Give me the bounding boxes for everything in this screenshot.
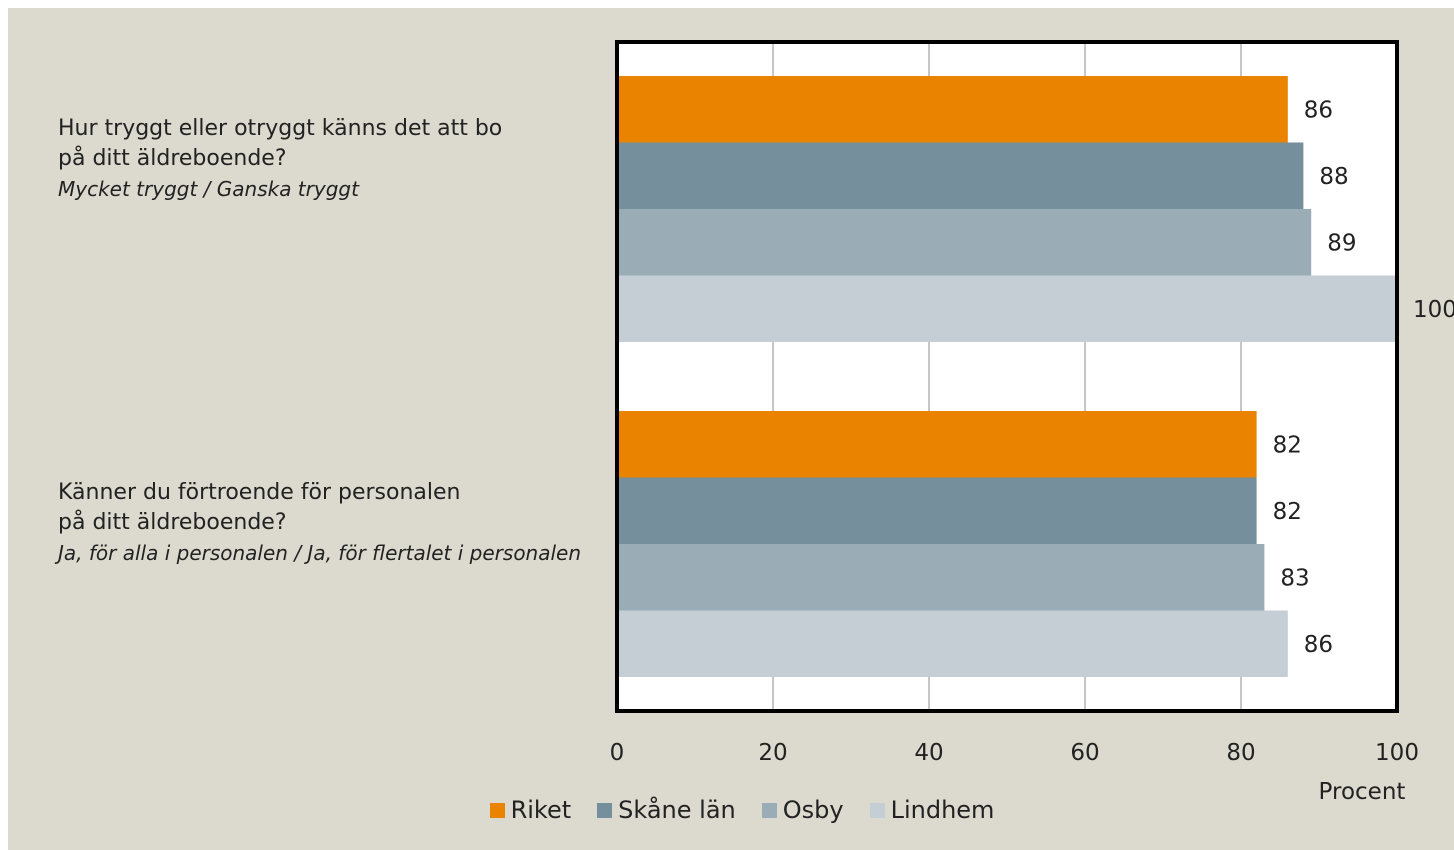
data-label-riket-1: 86 xyxy=(1304,97,1333,123)
data-label-osby-1: 89 xyxy=(1327,230,1356,256)
bar-riket-1 xyxy=(617,76,1288,143)
x-tick-label-40: 40 xyxy=(914,740,943,766)
x-tick-label-0: 0 xyxy=(610,740,625,766)
bar-osby-1 xyxy=(617,209,1312,276)
plot-border xyxy=(615,40,1399,713)
category-label-2: Känner du förtroende för personalen på d… xyxy=(58,478,598,568)
legend-label: Osby xyxy=(782,796,844,824)
legend-label: Riket xyxy=(510,796,572,824)
x-tick-label-80: 80 xyxy=(1226,740,1255,766)
legend-item-skåne-län: Skåne län xyxy=(597,796,736,824)
category-label-1: Hur tryggt eller otryggt känns det att b… xyxy=(58,114,598,204)
legend-label: Skåne län xyxy=(618,796,736,824)
x-axis-label: Procent xyxy=(1319,779,1406,805)
bar-lindhem-2 xyxy=(617,610,1288,677)
legend-item-osby: Osby xyxy=(761,796,844,824)
category-title-2: Känner du förtroende för personalen på d… xyxy=(58,480,461,535)
x-tick-label-20: 20 xyxy=(758,740,787,766)
data-label-osby-2: 83 xyxy=(1280,565,1309,591)
legend-item-riket: Riket xyxy=(489,796,572,824)
category-title-1: Hur tryggt eller otryggt känns det att b… xyxy=(58,116,503,171)
data-label-riket-2: 82 xyxy=(1273,432,1302,458)
category-note-2: Ja, för alla i personalen / Ja, för fler… xyxy=(58,541,582,565)
legend-swatch xyxy=(597,802,613,818)
bar-lindhem-1 xyxy=(617,275,1397,342)
data-label-lindhem-2: 86 xyxy=(1304,632,1333,658)
x-tick-label-100: 100 xyxy=(1375,740,1419,766)
bar-skåne-län-1 xyxy=(617,142,1304,209)
x-tick-label-60: 60 xyxy=(1070,740,1099,766)
bar-osby-2 xyxy=(617,544,1265,611)
legend-label: Lindhem xyxy=(890,796,995,824)
legend-swatch xyxy=(489,802,505,818)
data-label-skåne-län-2: 82 xyxy=(1273,499,1302,525)
legend-swatch xyxy=(761,802,777,818)
category-note-1: Mycket tryggt / Ganska tryggt xyxy=(58,177,359,201)
legend-swatch xyxy=(869,802,885,818)
bar-skåne-län-2 xyxy=(617,477,1257,544)
data-label-lindhem-1: 100 xyxy=(1413,297,1454,323)
bar-riket-2 xyxy=(617,411,1257,478)
data-label-skåne-län-1: 88 xyxy=(1319,164,1348,190)
legend-item-lindhem: Lindhem xyxy=(869,796,995,824)
legend: Riket Skåne län Osby Lindhem xyxy=(0,796,1454,824)
